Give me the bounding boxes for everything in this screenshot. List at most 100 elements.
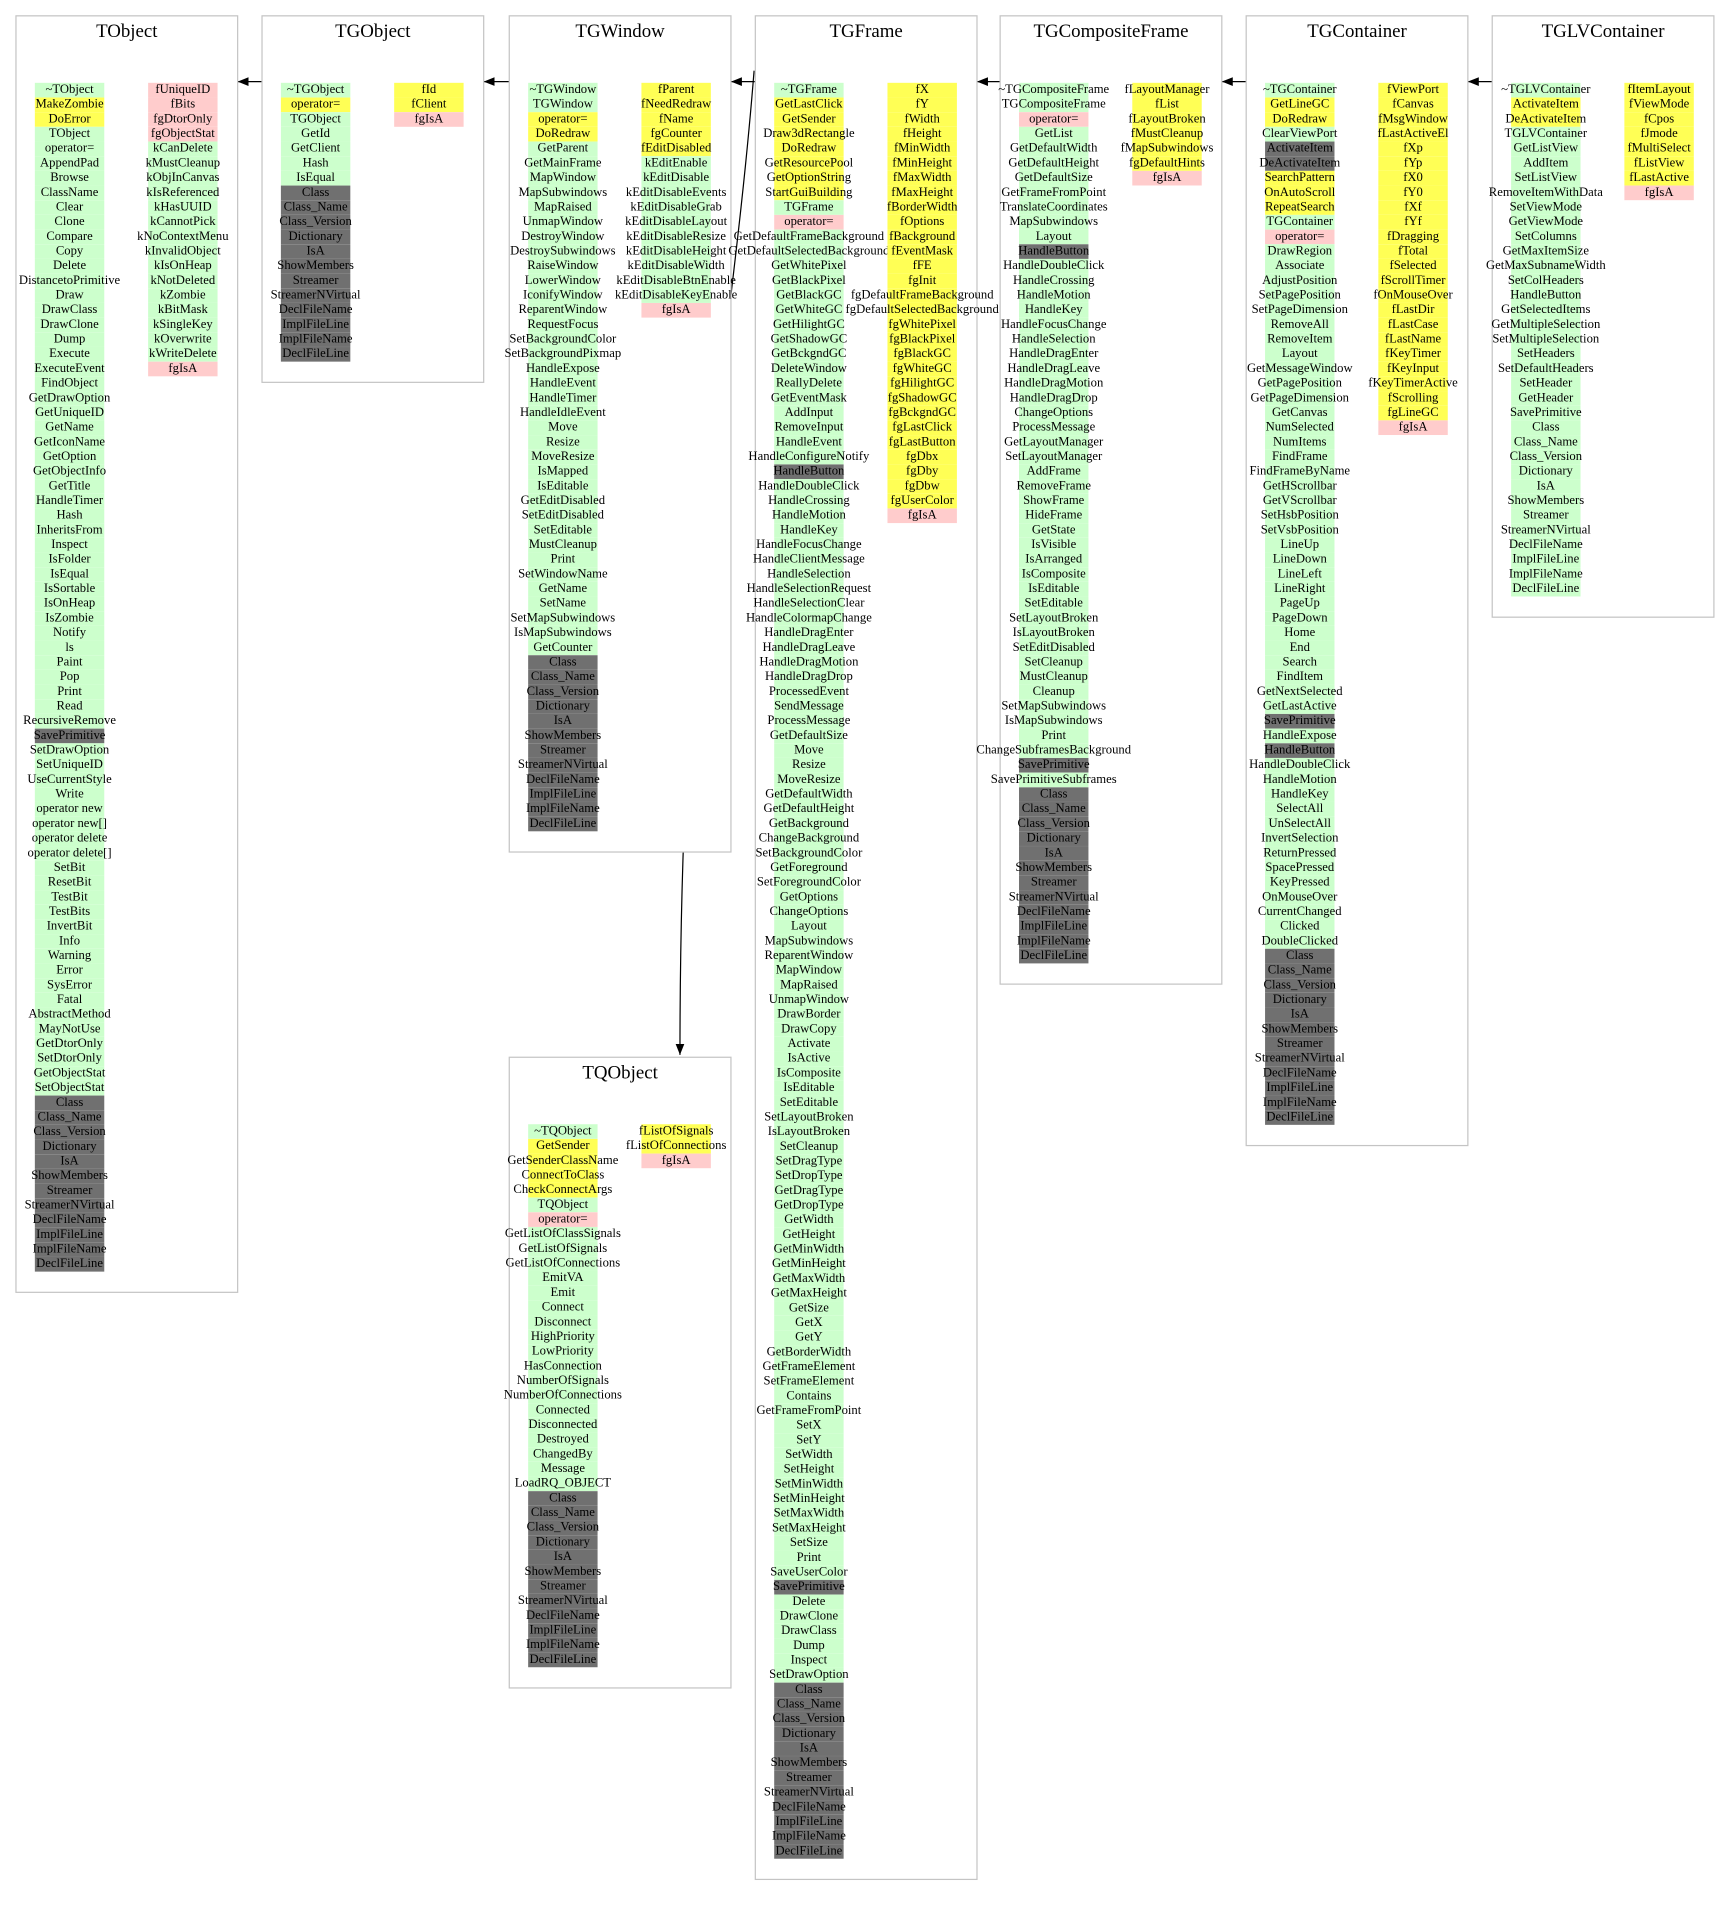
method-cell	[1265, 875, 1335, 891]
class-title: TGContainer	[1307, 21, 1407, 42]
method-name: operator new	[36, 801, 103, 815]
method-cell	[528, 1388, 598, 1404]
method-cell	[1265, 449, 1335, 465]
method-name: Dictionary	[1027, 831, 1082, 845]
method-name: ReallyDelete	[776, 376, 842, 390]
method-cell	[774, 1418, 844, 1434]
method-name: ActivateItem	[1513, 97, 1579, 111]
method-name: GetSelectedItems	[1501, 302, 1590, 316]
member-name: fgDefaultFrameBackground	[851, 288, 994, 302]
method-cell	[528, 200, 598, 215]
method-cell	[774, 464, 844, 480]
method-cell	[774, 1756, 844, 1771]
member-name: fKeyInput	[1387, 361, 1439, 375]
method-name: SetViewMode	[1510, 199, 1583, 213]
method-name: Streamer	[293, 273, 339, 287]
member-name: kEditDisableEvents	[626, 185, 727, 199]
method-cell	[528, 1182, 598, 1198]
method-cell	[528, 185, 598, 201]
method-cell	[774, 1183, 844, 1199]
member-name: fMaxWidth	[893, 170, 952, 184]
method-name: ChangeSubframesBackground	[976, 743, 1131, 757]
method-name: StreamerNVirtual	[764, 1785, 854, 1799]
member-cell	[887, 317, 957, 333]
member-name: fgIsA	[1399, 420, 1429, 434]
method-name: GetMaxItemSize	[1503, 243, 1590, 257]
method-name: RemoveItemWithData	[1489, 185, 1603, 199]
method-cell	[280, 112, 351, 127]
member-name: fScrolling	[1388, 390, 1439, 404]
method-cell	[528, 713, 598, 729]
method-name: ShowMembers	[31, 1168, 108, 1182]
method-cell	[1019, 816, 1089, 832]
method-name: SetEditable	[1025, 596, 1084, 610]
member-name: fTotal	[1398, 243, 1429, 257]
member-name: fgDby	[906, 464, 939, 478]
method-name: GetBlackGC	[776, 288, 841, 302]
method-cell	[1265, 244, 1335, 259]
method-cell	[774, 376, 844, 391]
method-name: GetWhiteGC	[776, 302, 843, 316]
method-cell	[774, 1301, 844, 1316]
method-name: GetDefaultHeight	[1008, 155, 1099, 169]
method-cell	[528, 1153, 598, 1169]
method-name: Browse	[50, 170, 89, 184]
method-cell	[1019, 919, 1089, 935]
method-cell	[528, 1315, 598, 1330]
method-name: Search	[1283, 654, 1318, 668]
method-cell	[1019, 200, 1089, 215]
method-cell	[1019, 391, 1089, 406]
method-cell	[774, 1800, 844, 1815]
method-name: RepeatSearch	[1265, 199, 1335, 213]
method-name: HandleKey	[780, 522, 838, 536]
method-name: Print	[551, 552, 576, 566]
method-name: operator=	[1275, 229, 1324, 243]
method-cell	[1511, 229, 1581, 245]
method-cell	[1265, 288, 1335, 303]
member-cell	[887, 449, 957, 465]
method-name: SetBackgroundColor	[509, 332, 617, 346]
method-name: IsActive	[787, 1051, 830, 1065]
method-name: Class_Version	[773, 1711, 846, 1725]
method-cell	[774, 141, 844, 157]
method-name: Move	[548, 420, 578, 434]
member-name: fCanvas	[1392, 97, 1434, 111]
member-cell	[887, 391, 957, 406]
method-name: InvertSelection	[1261, 831, 1339, 845]
method-cell	[1511, 552, 1581, 568]
method-name: Class_Name	[1268, 963, 1332, 977]
member-name: kIsOnHeap	[154, 258, 212, 272]
method-cell	[528, 523, 598, 538]
method-name: DoubleClicked	[1261, 933, 1338, 947]
method-name: HandleSelectionClear	[753, 596, 865, 610]
member-cell	[148, 170, 218, 186]
method-name: GetBckgndGC	[771, 346, 846, 360]
method-cell	[1019, 934, 1089, 949]
method-name: HandleButton	[773, 464, 845, 478]
method-cell	[1511, 435, 1581, 450]
member-name: fViewMode	[1629, 97, 1690, 111]
method-cell	[34, 611, 105, 626]
member-name: fOptions	[900, 214, 944, 228]
method-name: LineLeft	[1278, 566, 1323, 580]
member-cell	[887, 82, 957, 98]
method-name: LoadRQ_OBJECT	[515, 1476, 612, 1490]
member-cell	[641, 170, 711, 186]
method-name: NumberOfSignals	[517, 1373, 609, 1387]
method-name: IsComposite	[777, 1065, 841, 1079]
method-name: GetHeader	[1518, 390, 1574, 404]
method-name: ShowMembers	[277, 258, 354, 272]
method-cell	[528, 1285, 598, 1301]
method-cell	[1265, 537, 1335, 553]
method-name: IsA	[1291, 1007, 1310, 1021]
method-name: SpacePressed	[1265, 860, 1335, 874]
method-name: EmitVA	[542, 1270, 584, 1284]
method-cell	[1019, 640, 1089, 656]
method-name: UnmapWindow	[769, 992, 850, 1006]
method-cell	[774, 1741, 844, 1756]
method-cell	[34, 640, 105, 656]
method-cell	[34, 1198, 105, 1213]
method-cell	[1265, 347, 1335, 362]
method-cell	[1019, 244, 1089, 259]
method-cell	[528, 1197, 598, 1213]
